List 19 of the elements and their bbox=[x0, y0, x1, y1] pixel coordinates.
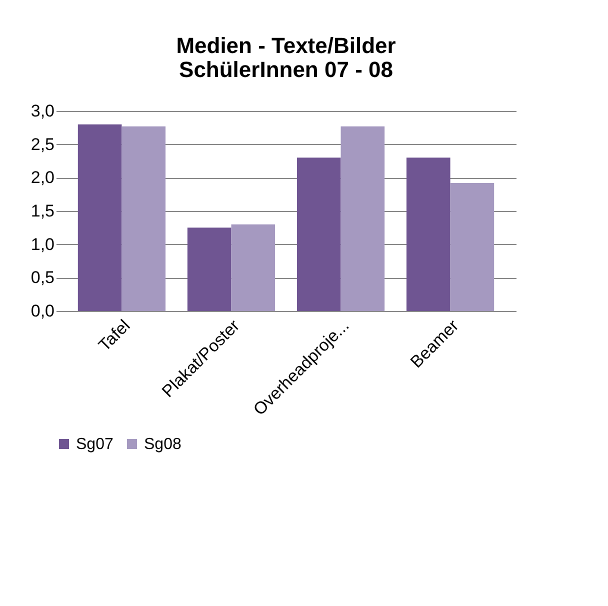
legend-label: Sg07 bbox=[76, 436, 114, 453]
bar bbox=[406, 158, 450, 311]
legend-label: Sg08 bbox=[144, 436, 182, 453]
y-tick-label: 1,5 bbox=[30, 202, 54, 220]
text: Medien - Texte/Bilder bbox=[176, 33, 396, 58]
y-tick-label: 2,5 bbox=[30, 134, 54, 154]
y-tick-label: 2,0 bbox=[30, 168, 54, 188]
bar bbox=[187, 228, 232, 311]
text: SchülerInnen 07 - 08 bbox=[179, 57, 393, 82]
y-tick-label: 3,0 bbox=[30, 102, 54, 120]
bar bbox=[296, 158, 341, 311]
bar bbox=[78, 124, 122, 311]
bar bbox=[450, 183, 494, 311]
y-tick-label: 1,0 bbox=[30, 234, 54, 254]
y-tick-label: 0,5 bbox=[30, 268, 54, 288]
y-tick-label: 0,0 bbox=[30, 302, 54, 320]
bar bbox=[231, 224, 276, 311]
bar bbox=[122, 126, 166, 311]
bar bbox=[340, 126, 385, 311]
